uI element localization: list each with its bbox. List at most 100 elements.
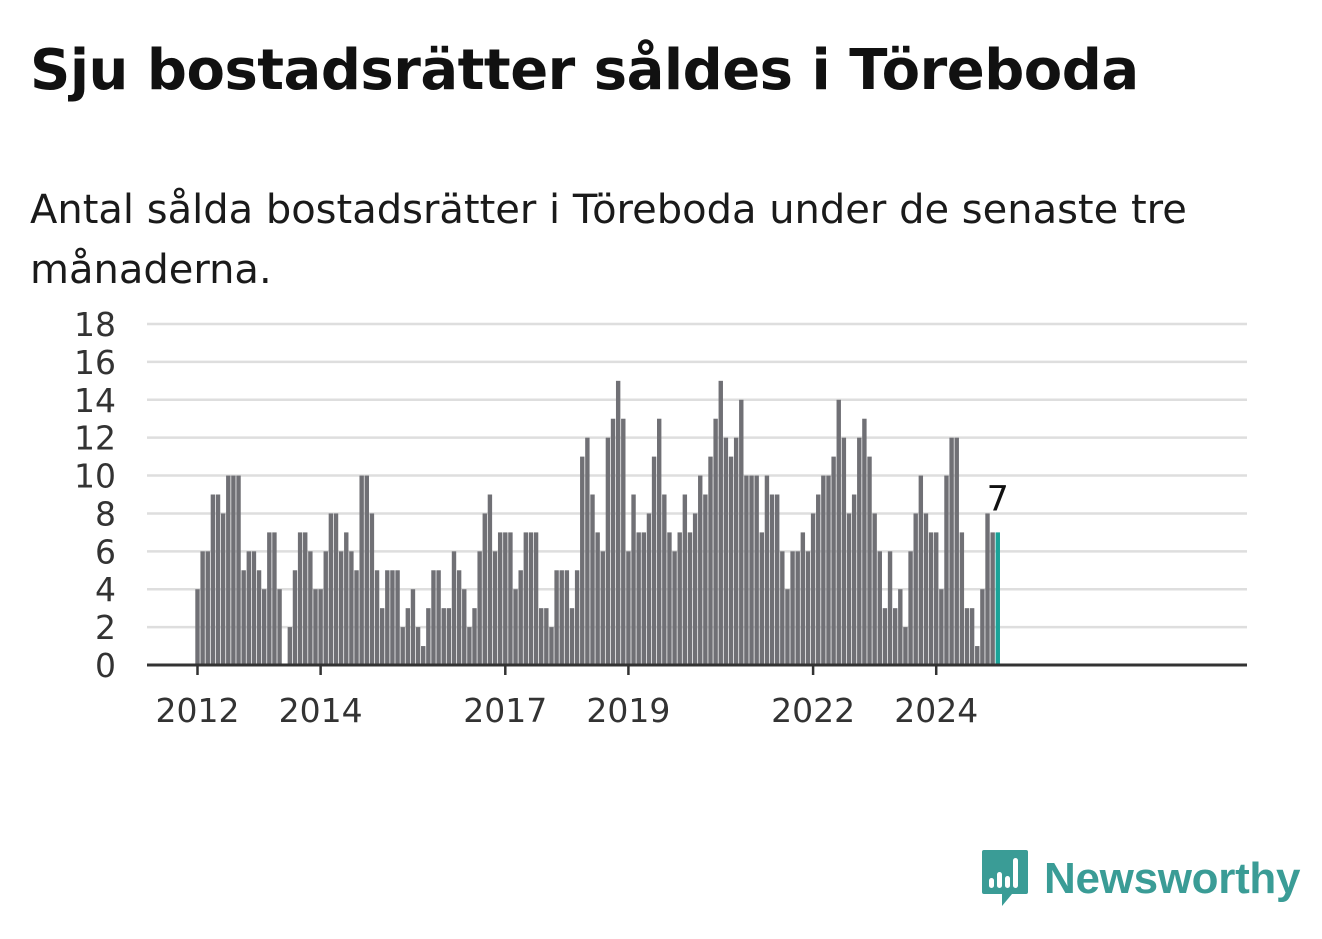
bar [882, 608, 888, 665]
bar [528, 532, 534, 665]
y-tick-label: 12 [74, 419, 116, 458]
bar [205, 551, 210, 665]
bar [292, 570, 298, 665]
bar [662, 494, 667, 665]
bar [805, 551, 811, 665]
bar [297, 532, 303, 665]
bar [857, 437, 862, 665]
bar [256, 570, 262, 665]
bar [826, 475, 831, 665]
bar [959, 532, 965, 665]
bar [482, 513, 487, 665]
bar [287, 627, 293, 665]
bar [533, 532, 539, 665]
bar [544, 608, 549, 665]
bar [975, 646, 980, 665]
bar [646, 513, 652, 665]
chart-subtitle: Antal sålda bostadsrätter i Töreboda und… [30, 187, 1187, 293]
bar [318, 589, 323, 665]
bar [492, 551, 498, 665]
chart-title: Sju bostadsrätter såldes i Töreboda [30, 38, 1139, 103]
bar [887, 551, 893, 665]
bar [477, 551, 482, 665]
bar [944, 475, 949, 665]
bar [272, 532, 277, 665]
bar [964, 608, 970, 665]
bar [195, 589, 200, 665]
bar [523, 532, 529, 665]
bar [539, 608, 544, 665]
bar [226, 475, 231, 665]
bar [251, 551, 257, 665]
bar [323, 551, 328, 665]
bar [210, 494, 216, 665]
bar [231, 475, 236, 665]
bar [344, 532, 349, 665]
bar [985, 513, 990, 665]
bar [810, 513, 816, 665]
bar [333, 513, 339, 665]
bar [261, 589, 267, 665]
bar [308, 551, 313, 665]
bar [441, 608, 446, 665]
bar [723, 437, 729, 665]
bar [928, 532, 934, 665]
bar [898, 589, 903, 665]
bar [718, 380, 723, 665]
x-tick-label: 2014 [279, 691, 363, 730]
newsworthy-logo-icon [982, 850, 1028, 906]
bar [872, 513, 877, 665]
bar [220, 513, 226, 665]
y-tick-label: 6 [95, 532, 116, 571]
bar [698, 475, 703, 665]
bar [354, 570, 359, 665]
bar [569, 608, 575, 665]
bar [595, 532, 600, 665]
bar [487, 494, 493, 665]
y-tick-label: 0 [95, 646, 116, 685]
bar [980, 589, 985, 665]
bar [841, 437, 847, 665]
bar [436, 570, 441, 665]
bar [836, 399, 841, 665]
bar [728, 456, 734, 665]
bar [349, 551, 354, 665]
bar [631, 494, 636, 665]
bar [379, 608, 385, 665]
bar [200, 551, 205, 665]
bar [754, 475, 759, 665]
bar [400, 627, 405, 665]
bar [892, 608, 898, 665]
bar [585, 437, 590, 665]
bar [641, 532, 647, 665]
bar [800, 532, 806, 665]
bar [692, 513, 698, 665]
bar [903, 627, 908, 665]
bar [790, 551, 795, 665]
bar [513, 589, 518, 665]
y-tick-label: 16 [74, 343, 116, 382]
bar [313, 589, 318, 665]
x-tick-label: 2017 [463, 691, 547, 730]
bars [195, 380, 1000, 665]
bar [421, 646, 426, 665]
bar [605, 437, 611, 665]
bar [657, 418, 662, 665]
last-value-label: 7 [987, 479, 1009, 519]
bar [590, 494, 595, 665]
bar [503, 532, 508, 665]
bar [795, 551, 800, 665]
bar [518, 570, 523, 665]
bar [574, 570, 580, 665]
bar [472, 608, 477, 665]
bar [862, 418, 867, 665]
bar [846, 513, 852, 665]
bar [969, 608, 975, 665]
bar [338, 551, 344, 665]
bar [580, 456, 585, 665]
bar [415, 627, 421, 665]
bar [462, 589, 467, 665]
bar [764, 475, 770, 665]
bar [759, 532, 764, 665]
bar [918, 475, 924, 665]
